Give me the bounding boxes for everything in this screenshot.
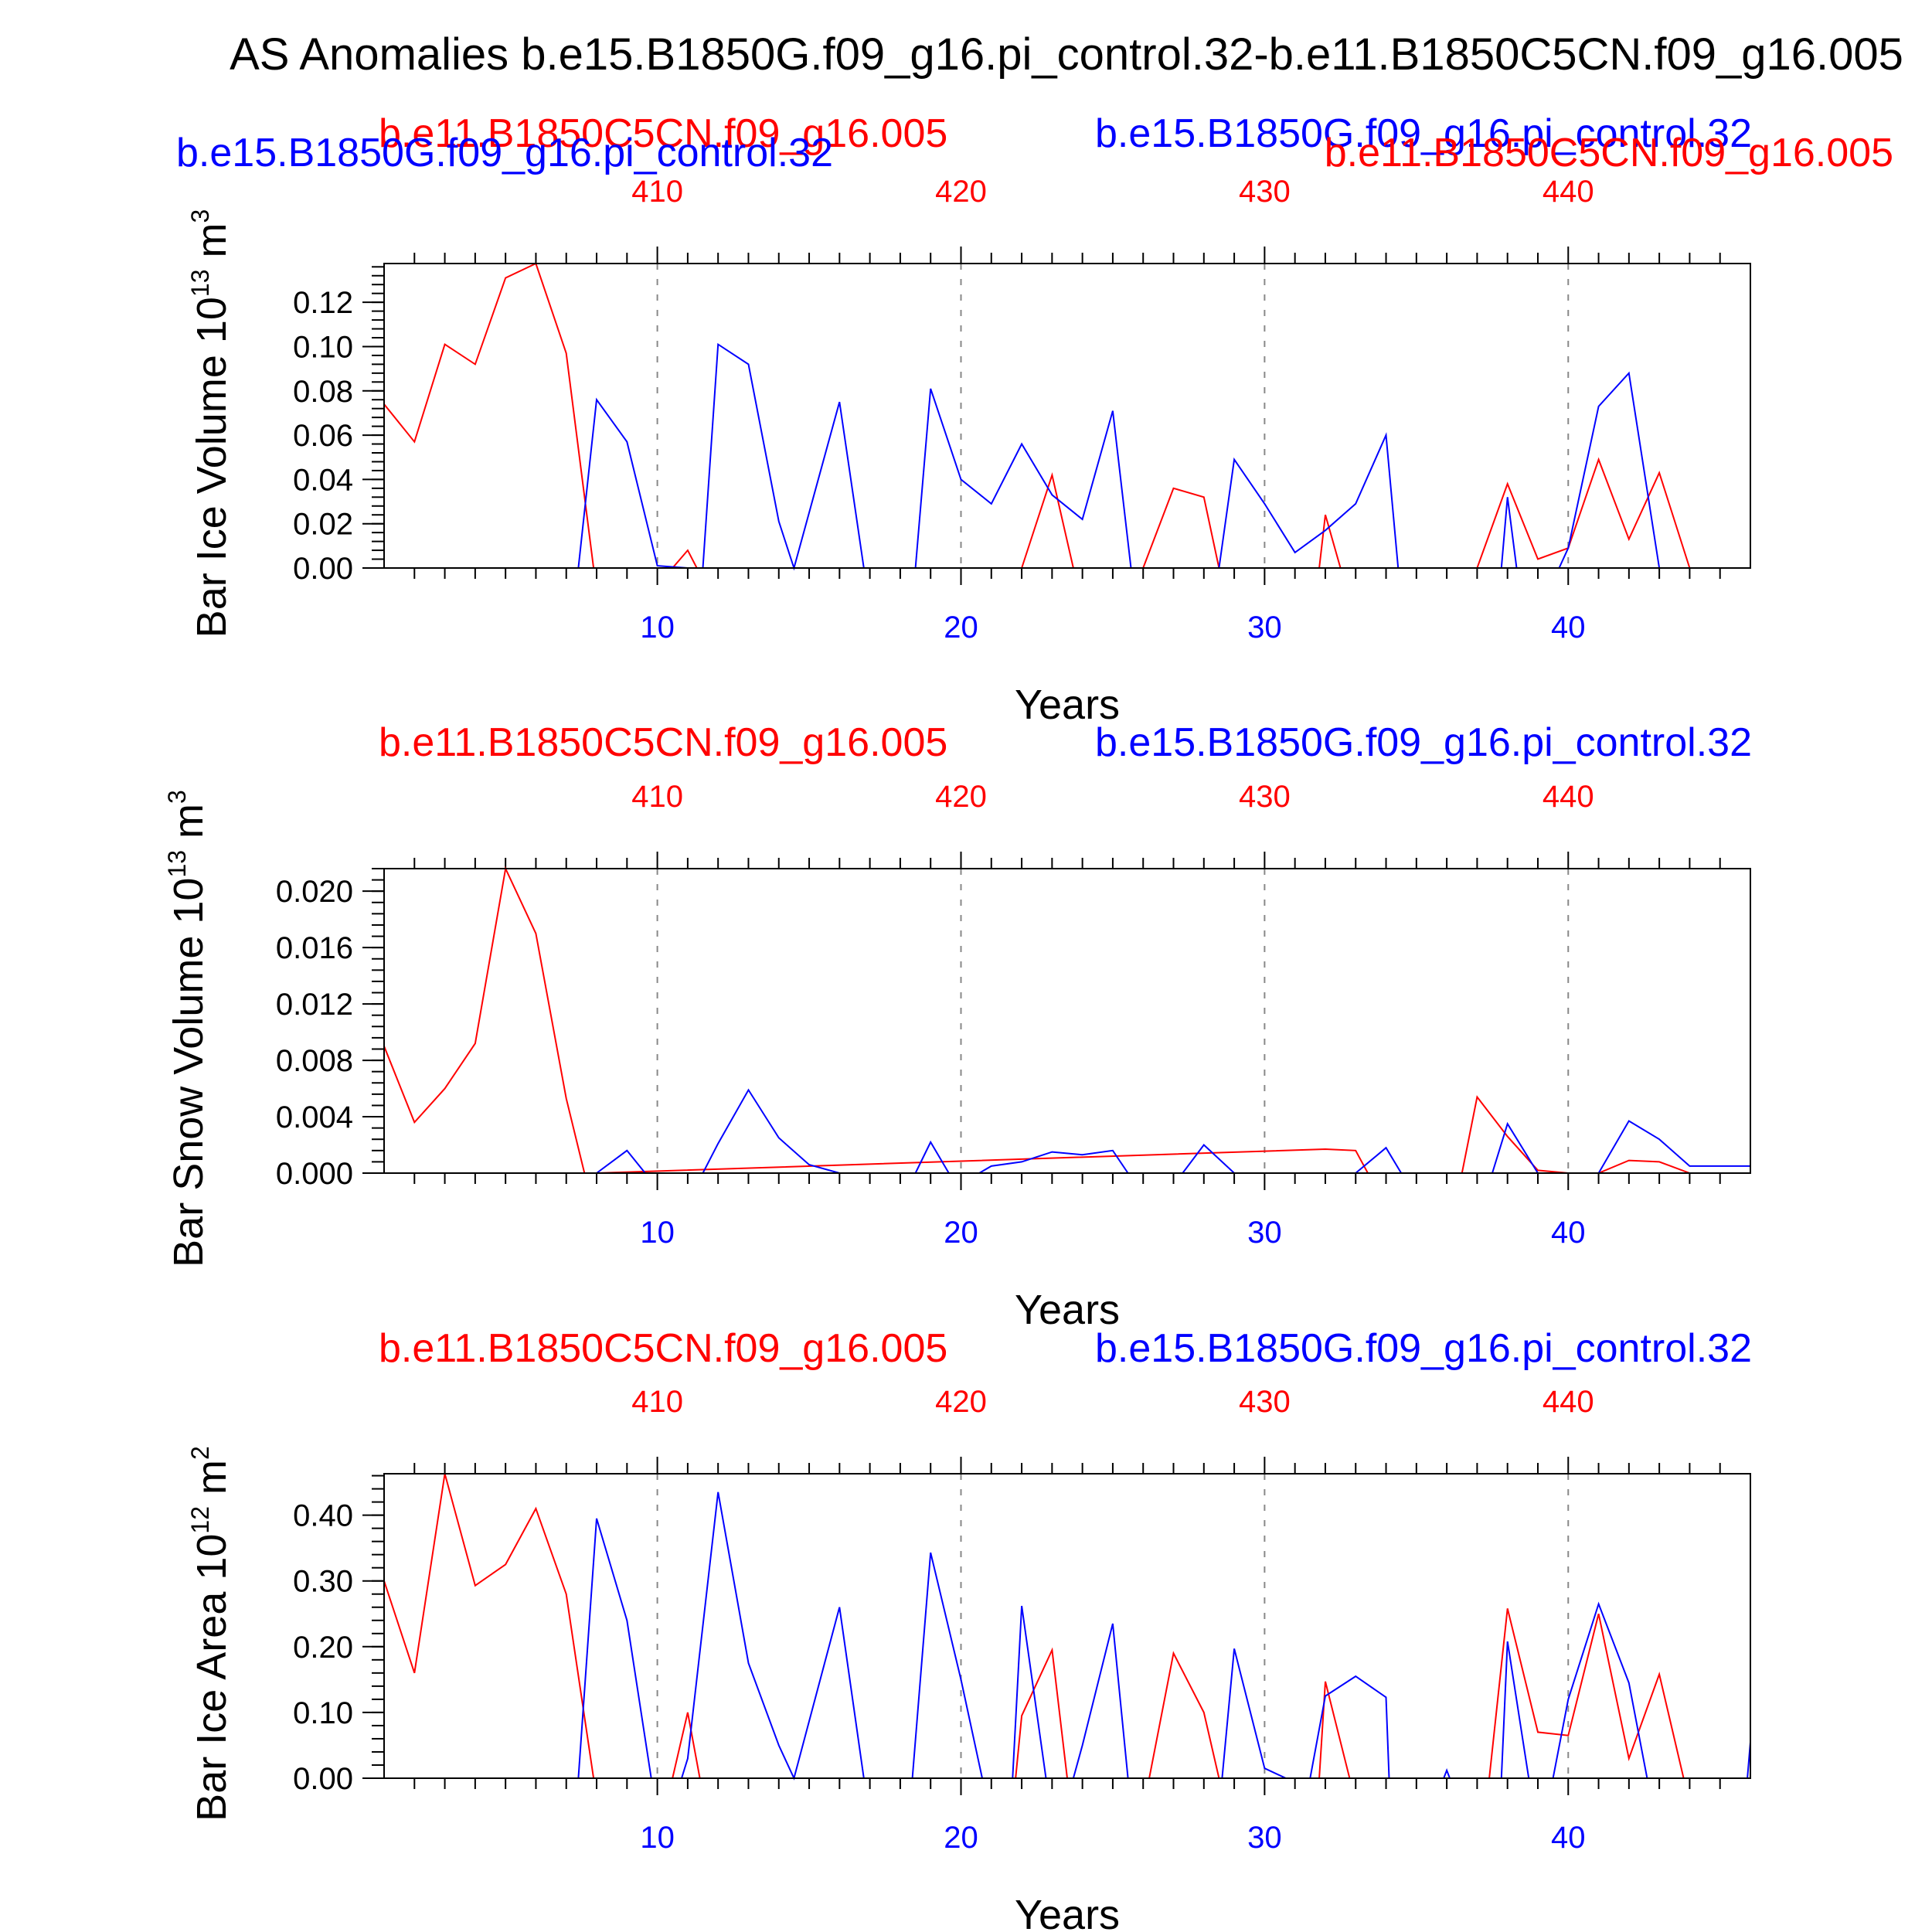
- y-axis-label-unit-exponent: 3: [163, 790, 191, 804]
- x-tick-label-top: 410: [631, 1385, 683, 1419]
- y-axis-label: Bar Snow Volume 1013 m3: [163, 790, 212, 1267]
- y-tick-label: 0.40: [293, 1499, 353, 1533]
- x-tick-label-bottom: 40: [1551, 1216, 1586, 1250]
- y-axis-label-exponent: 13: [163, 850, 191, 878]
- plot-frame: [383, 1473, 1751, 1779]
- x-tick-label-top: 430: [1239, 1385, 1291, 1419]
- panel-subtitle: b.e15.B1850G.f09_g16.pi_control.32: [1095, 111, 1752, 156]
- plot-frame: [383, 263, 1751, 569]
- y-axis-label-text: Bar Snow Volume 10: [165, 878, 212, 1267]
- x-axis-label: Years: [1015, 682, 1120, 728]
- y-tick-label: 0.000: [276, 1157, 353, 1191]
- x-tick-label-bottom: 30: [1247, 1821, 1282, 1855]
- panel-subtitle: b.e15.B1850G.f09_g16.pi_control.32: [176, 131, 833, 175]
- x-axis-label: Years: [1015, 1892, 1120, 1932]
- x-tick-label-top: 430: [1239, 780, 1291, 814]
- x-tick-label-bottom: 10: [640, 1821, 675, 1855]
- x-tick-label-top: 440: [1543, 175, 1594, 209]
- y-tick-label: 0.012: [276, 988, 353, 1022]
- plot-frame: [383, 868, 1751, 1174]
- y-axis-label-unit-exponent: 2: [186, 1446, 214, 1460]
- panel-subtitle: b.e11.B1850C5CN.f09_g16.005: [379, 720, 947, 765]
- series-line-blue: [384, 1492, 1751, 1781]
- y-tick-label: 0.004: [276, 1100, 353, 1134]
- x-tick-label-top: 430: [1239, 175, 1291, 209]
- y-tick-label: 0.016: [276, 931, 353, 965]
- x-tick-label-bottom: 20: [944, 611, 978, 645]
- series-line-red: [383, 262, 1750, 569]
- x-tick-label-top: 440: [1543, 780, 1594, 814]
- y-tick-label: 0.04: [293, 463, 353, 497]
- chart-panel-1: 0.00 0.02 0.04 0.06 0.08 0.10 0.12 10 20 30 40 410 4…: [176, 111, 1893, 728]
- x-tick-label-top: 440: [1543, 1385, 1594, 1419]
- panel-subtitle: b.e11.B1850C5CN.f09_g16.005: [379, 1326, 947, 1371]
- figure-title: AS Anomalies b.e15.B1850G.f09_g16.pi_con…: [230, 29, 1903, 80]
- panel-subtitle: b.e11.B1850C5CN.f09_g16.005: [1325, 131, 1893, 175]
- panel-subtitle: b.e11.B1850C5CN.f09_g16.005: [379, 111, 947, 156]
- chart-panel-2: 0.000 0.004 0.008 0.012 0.016 0.020 10 20 30 40 41…: [163, 720, 1752, 1333]
- y-axis-label-unit-exponent: 3: [186, 209, 214, 223]
- x-axis-label: Years: [1015, 1287, 1120, 1333]
- x-tick-label-top: 420: [935, 175, 987, 209]
- y-axis-label-unit: m: [189, 1460, 235, 1506]
- panel-subtitle: b.e15.B1850G.f09_g16.pi_control.32: [1095, 720, 1752, 765]
- x-tick-label-bottom: 40: [1551, 1821, 1586, 1855]
- x-tick-label-bottom: 40: [1551, 611, 1586, 645]
- x-tick-label-top: 420: [935, 1385, 987, 1419]
- x-tick-label-bottom: 30: [1247, 1216, 1282, 1250]
- x-tick-label-bottom: 30: [1247, 611, 1282, 645]
- y-tick-label: 0.00: [293, 1762, 353, 1796]
- y-tick-label: 0.10: [293, 330, 353, 364]
- y-axis-label-unit: m: [189, 223, 235, 269]
- chart-panel-3: 0.00 0.10 0.20 0.30 0.40 10 20 30 40 410 420 430 440…: [186, 1326, 1752, 1932]
- series-line-blue: [384, 1088, 1750, 1174]
- series-line-blue: [384, 342, 1750, 571]
- panel-subtitle: b.e15.B1850G.f09_g16.pi_control.32: [1095, 1326, 1752, 1371]
- series-line-red: [383, 866, 1750, 1174]
- y-tick-label: 0.30: [293, 1565, 353, 1599]
- y-tick-label: 0.008: [276, 1044, 353, 1078]
- y-axis-label: Bar Ice Area 1012 m2: [186, 1446, 235, 1821]
- y-tick-label: 0.00: [293, 552, 353, 586]
- x-tick-label-bottom: 20: [944, 1216, 978, 1250]
- x-tick-label-top: 410: [631, 780, 683, 814]
- y-tick-label: 0.020: [276, 875, 353, 909]
- y-axis-label-unit: m: [165, 804, 212, 850]
- y-axis-label-exponent: 12: [186, 1506, 214, 1534]
- x-tick-label-top: 420: [935, 780, 987, 814]
- y-axis-label-text: Bar Ice Volume 10: [189, 297, 235, 638]
- x-tick-label-bottom: 20: [944, 1821, 978, 1855]
- x-tick-label-bottom: 10: [640, 1216, 675, 1250]
- x-tick-label-bottom: 10: [640, 611, 675, 645]
- y-tick-label: 0.02: [293, 508, 353, 542]
- y-axis-label: Bar Ice Volume 1013 m3: [186, 209, 235, 638]
- y-tick-label: 0.20: [293, 1631, 353, 1665]
- y-tick-label: 0.10: [293, 1696, 353, 1730]
- y-tick-label: 0.08: [293, 375, 353, 409]
- x-tick-label-top: 410: [631, 175, 683, 209]
- y-tick-label: 0.12: [293, 286, 353, 320]
- y-axis-label-text: Bar Ice Area 10: [189, 1534, 235, 1821]
- y-axis-label-exponent: 13: [186, 269, 214, 297]
- y-tick-label: 0.06: [293, 419, 353, 453]
